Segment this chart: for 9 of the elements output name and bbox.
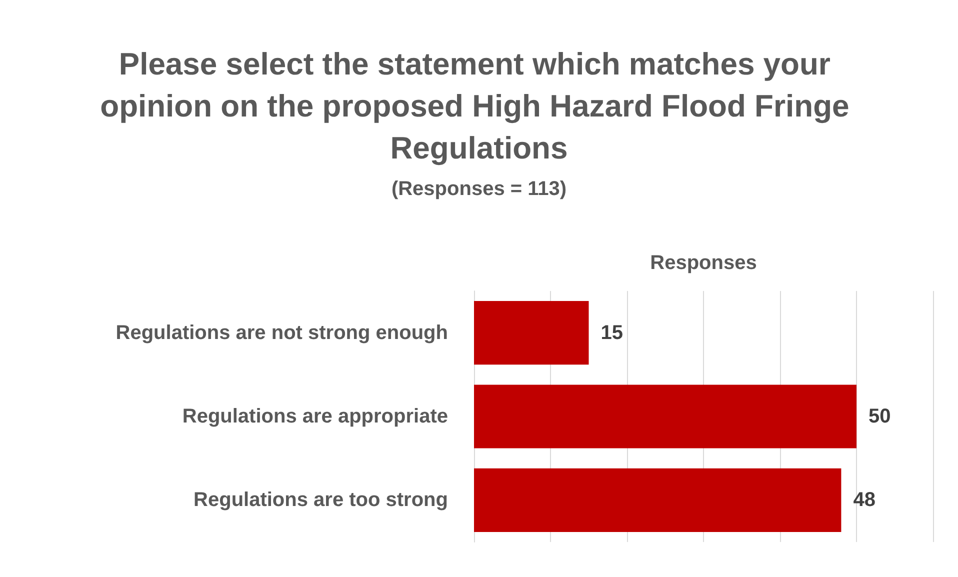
y-tick-label: Regulations are not strong enough [116, 322, 448, 344]
x-axis-title: Responses [650, 252, 757, 274]
chart-subtitle: (Responses = 113) [391, 178, 567, 200]
y-tick-label: Regulations are appropriate [182, 406, 448, 428]
data-label: 15 [600, 322, 623, 344]
chart-title: Please select the statement which matches your opinion on the proposed High Hazard Flood Fringe Regulations [100, 46, 858, 166]
data-label: 50 [868, 406, 891, 428]
y-tick-label: Regulations are too strong [194, 489, 448, 512]
data-label: 48 [853, 489, 876, 512]
